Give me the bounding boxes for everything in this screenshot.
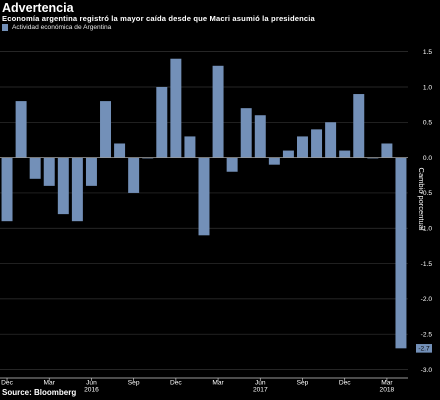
x-tick-label: Sep: [128, 380, 140, 387]
bar: [128, 157, 140, 193]
bar: [15, 101, 27, 158]
y-tick-label: 1.5: [423, 49, 432, 56]
legend-label: Actividad económica de Argentina: [12, 24, 112, 31]
x-year-label: 2017: [253, 387, 268, 394]
x-tick-label: Jun: [255, 380, 266, 387]
bar: [1, 157, 13, 222]
bar: [114, 143, 126, 158]
bar: [184, 136, 196, 158]
bar: [282, 150, 294, 158]
bar: [381, 143, 393, 158]
bar: [311, 129, 323, 158]
bar: [325, 122, 337, 158]
source-note: Source: Bloomberg: [2, 388, 77, 397]
bar: [367, 157, 379, 159]
bar: [85, 157, 97, 186]
bar: [100, 101, 112, 158]
y-tick-label: 1.0: [423, 84, 432, 91]
legend-swatch: [2, 24, 8, 31]
bar: [170, 58, 182, 158]
y-tick-label: -0.5: [421, 190, 433, 197]
last-value-label: -2.7: [418, 346, 430, 353]
y-tick-label: 0.0: [423, 155, 432, 162]
bar: [57, 157, 69, 215]
x-tick-label: Jun: [86, 380, 97, 387]
x-year-label: 2018: [380, 387, 395, 394]
bar: [268, 157, 280, 165]
x-tick-label: Mar: [212, 380, 224, 387]
last-value-badge: [416, 344, 432, 353]
bar: [254, 115, 266, 158]
bar: [156, 86, 168, 158]
bar: [353, 94, 365, 158]
bar: [226, 157, 238, 172]
x-tick-label: Mar: [381, 380, 393, 387]
x-tick-label: Dec: [170, 380, 182, 387]
bar: [29, 157, 41, 179]
x-tick-label: Dec: [339, 380, 351, 387]
y-axis-label: Cambio porcentual: [417, 168, 426, 231]
y-tick-label: -3.0: [421, 367, 433, 374]
bar: [71, 157, 83, 222]
y-tick-label: -2.5: [421, 332, 433, 339]
y-tick-label: -2.0: [421, 296, 433, 303]
chart-title: Advertencia: [2, 1, 74, 15]
x-year-label: 2016: [84, 387, 99, 394]
bar: [212, 65, 224, 158]
y-tick-label: 0.5: [423, 120, 432, 127]
bar: [198, 157, 210, 236]
chart-subtitle: Economía argentina registró la mayor caí…: [2, 14, 315, 23]
bar: [43, 157, 55, 186]
bar: [395, 157, 407, 349]
legend: Actividad económica de Argentina: [2, 24, 111, 31]
x-tick-label: Mar: [44, 380, 56, 387]
bar: [142, 157, 154, 159]
bar: [240, 108, 252, 158]
y-tick-label: -1.5: [421, 261, 433, 268]
bar: [339, 150, 351, 158]
x-tick-label: Dec: [1, 380, 13, 387]
y-tick-label: -1.0: [421, 226, 433, 233]
x-tick-label: Sep: [297, 380, 309, 387]
bar: [296, 136, 308, 158]
